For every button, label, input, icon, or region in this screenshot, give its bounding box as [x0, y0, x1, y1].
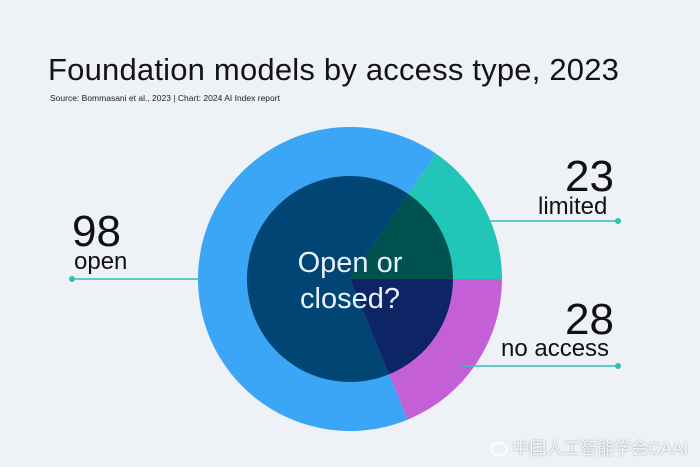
watermark-text: 中国人工智能学会CAAI: [512, 439, 688, 458]
chart-title: Foundation models by access type, 2023: [48, 52, 620, 87]
category-label-limited: limited: [538, 193, 608, 220]
watermark: 中国人工智能学会CAAI: [490, 434, 688, 459]
weibo-logo-icon: [490, 442, 509, 456]
center-text-line-2: closed?: [300, 283, 400, 315]
category-label-no-access: no access: [501, 335, 610, 362]
leader-dot-limited: [615, 218, 621, 224]
center-text-line-1: Open or: [297, 247, 403, 279]
inner-slice-no-access: [350, 279, 453, 375]
inner-slice-limited: [350, 194, 453, 279]
value-label-no-access: 28: [565, 295, 614, 344]
value-label-limited: 23: [565, 152, 614, 201]
value-label-open: 98: [72, 207, 121, 256]
inner-slice-open: [247, 176, 409, 382]
leader-dot-no-access: [615, 363, 621, 369]
leader-dot-open: [69, 276, 75, 282]
category-label-open: open: [74, 248, 128, 275]
source-note: Source: Bommasani et al., 2023 | Chart: …: [50, 93, 280, 103]
center-text: Open or closed?: [270, 245, 430, 317]
